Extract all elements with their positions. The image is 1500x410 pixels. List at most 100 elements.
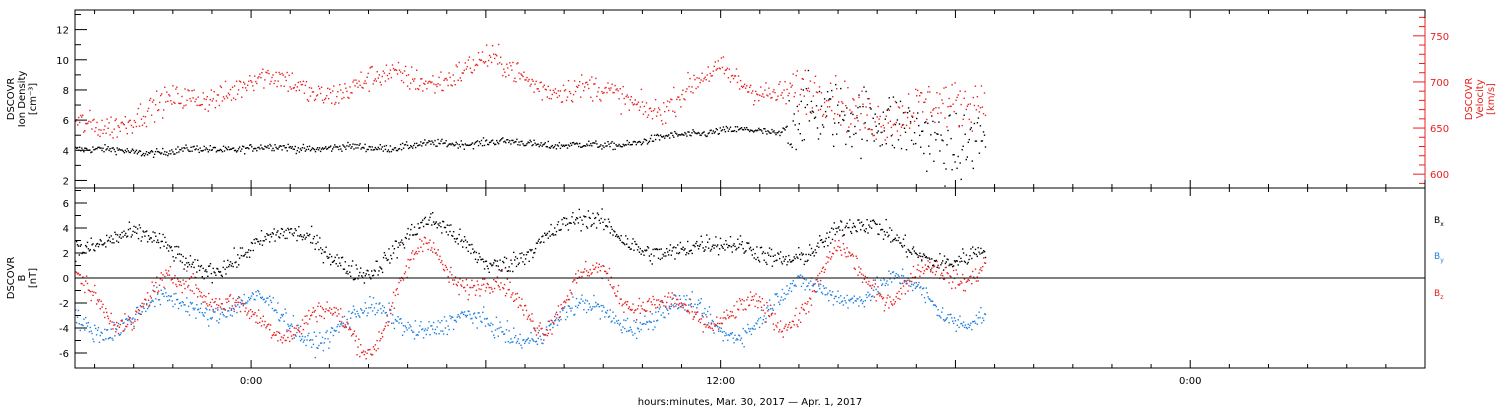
bz-point <box>269 324 272 326</box>
velocity-point <box>966 105 968 107</box>
density-point <box>250 144 252 146</box>
bx-point <box>452 231 455 233</box>
by-point <box>451 316 453 318</box>
bz-point <box>590 273 592 275</box>
by-point <box>274 309 276 311</box>
bx-point <box>85 246 88 248</box>
density-point <box>219 148 222 151</box>
by-point <box>445 320 448 322</box>
density-point <box>576 143 579 145</box>
bz-point <box>868 280 870 283</box>
by-point <box>320 342 322 344</box>
bx-point <box>783 260 785 262</box>
velocity-point <box>266 72 268 74</box>
bz-point <box>244 310 246 313</box>
bz-point <box>322 308 325 311</box>
bx-point <box>486 265 488 267</box>
bx-point <box>730 246 733 248</box>
bz-point <box>673 306 675 308</box>
bz-point <box>187 286 189 288</box>
bx-point <box>610 226 612 228</box>
bz-point <box>415 250 417 253</box>
by-point <box>538 329 540 332</box>
by-point <box>288 325 290 327</box>
density-point <box>383 145 386 147</box>
by-point <box>749 328 752 330</box>
density-point <box>697 131 699 134</box>
density-point <box>756 130 758 132</box>
by-point <box>642 323 644 325</box>
bx-point <box>803 263 805 266</box>
bz-point <box>131 329 133 331</box>
bx-point <box>775 259 777 262</box>
bz-point <box>293 327 295 329</box>
by-point <box>112 339 114 341</box>
density-point <box>116 147 118 149</box>
density-point <box>421 145 423 147</box>
velocity-point <box>505 76 507 78</box>
by-point <box>116 328 118 331</box>
bx-point <box>826 232 828 234</box>
velocity-point <box>191 90 193 92</box>
density-point <box>171 149 173 151</box>
bz-point <box>724 317 726 319</box>
by-point <box>314 356 316 359</box>
bx-point <box>256 238 258 241</box>
bx-point <box>268 234 270 236</box>
velocity-point <box>612 91 614 94</box>
by-point <box>192 307 194 309</box>
by-point <box>139 305 142 307</box>
bx-point <box>788 254 790 257</box>
by-point <box>473 313 475 315</box>
density-point <box>223 150 226 152</box>
by-point <box>766 307 768 309</box>
density-point <box>252 150 254 152</box>
density-point <box>566 147 569 149</box>
velocity-point <box>535 80 537 83</box>
bx-point <box>867 232 869 234</box>
density-point <box>944 185 946 187</box>
velocity-point <box>654 99 657 101</box>
bx-point <box>744 251 746 253</box>
density-point <box>590 142 592 145</box>
bz-point <box>669 296 672 298</box>
velocity-point <box>493 53 495 55</box>
bx-point <box>111 242 113 244</box>
by-point <box>674 294 676 296</box>
velocity-point <box>198 104 200 107</box>
velocity-point <box>317 85 320 88</box>
velocity-point <box>789 82 791 85</box>
bx-point <box>207 275 209 277</box>
bz-point <box>656 306 659 309</box>
bz-point <box>582 271 584 274</box>
density-point <box>397 148 400 150</box>
density-point <box>966 156 968 158</box>
velocity-point <box>306 99 309 101</box>
velocity-point <box>477 52 480 54</box>
by-point <box>514 335 517 337</box>
bx-point <box>760 246 763 248</box>
bz-point <box>358 338 360 340</box>
velocity-point <box>632 104 634 106</box>
bz-point <box>221 303 223 305</box>
by-point <box>194 307 196 310</box>
bz-point <box>918 269 920 272</box>
density-point <box>229 148 232 150</box>
bz-point <box>393 307 396 309</box>
by-point <box>596 303 599 305</box>
bz-point <box>105 307 107 310</box>
density-point <box>725 125 728 128</box>
by-point <box>550 323 552 325</box>
bx-point <box>608 221 611 223</box>
velocity-point <box>599 98 601 101</box>
by-point <box>95 334 98 336</box>
bz-point <box>323 317 325 320</box>
density-point <box>438 142 440 145</box>
velocity-point <box>855 105 857 107</box>
bz-point <box>887 294 889 296</box>
velocity-point <box>665 122 667 124</box>
bz-point <box>262 315 264 317</box>
velocity-point <box>860 113 862 115</box>
bz-point <box>473 284 476 287</box>
by-point <box>712 320 714 323</box>
